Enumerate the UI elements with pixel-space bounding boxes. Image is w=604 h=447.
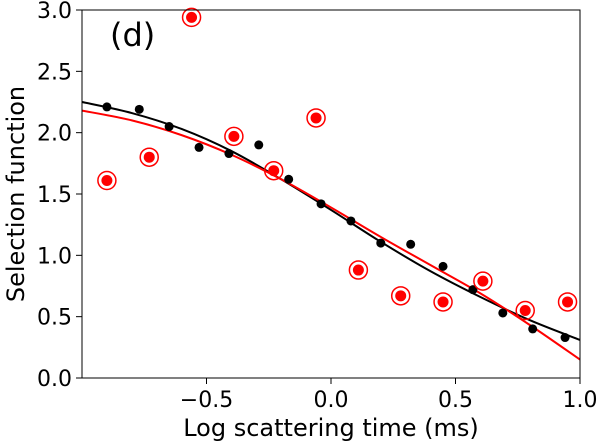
black-point [438, 261, 448, 271]
red-point [228, 130, 240, 142]
red-point [268, 165, 280, 177]
x-axis-label: Log scattering time (ms) [183, 414, 479, 442]
red-point-ring [224, 126, 244, 147]
red-point-ring [473, 271, 493, 291]
black-point [194, 142, 204, 152]
black-point [346, 216, 356, 226]
red-point-ring [557, 292, 578, 312]
y-tick-label: 0.0 [37, 367, 72, 392]
red-point-ring [139, 147, 159, 167]
red-point [310, 112, 322, 124]
data-points [97, 7, 578, 343]
red-point [101, 175, 113, 187]
y-tick-label: 2.5 [37, 60, 72, 85]
red-point-ring [181, 7, 202, 28]
x-tick-label: 1.0 [563, 388, 598, 413]
y-tick-label: 2.0 [37, 122, 72, 147]
black-point [102, 102, 112, 112]
red-point-ring [515, 300, 535, 321]
red-point [186, 11, 198, 23]
black-point [224, 149, 234, 159]
red-point [395, 290, 407, 302]
y-axis-label: Selection function [2, 86, 30, 302]
black-point [498, 308, 508, 318]
red-point [437, 296, 449, 308]
red-point-ring [263, 160, 284, 181]
y-tick-label: 0.5 [37, 306, 72, 331]
red-point [352, 264, 364, 276]
black-point [164, 122, 174, 132]
red-point [143, 151, 155, 163]
black-point [560, 333, 570, 343]
red-point [519, 305, 531, 317]
red-point-ring [390, 286, 411, 306]
y-tick-label: 3.0 [37, 0, 72, 24]
red-point-ring [306, 108, 326, 128]
x-tick-label: 0.5 [438, 388, 473, 413]
black-point [254, 140, 264, 150]
axis-ticks: −0.5 0.0 0.5 1.0 0.0 0.5 1.0 1.5 2.0 2.5 3.0 [37, 0, 598, 413]
black-point [316, 199, 326, 209]
black-point [468, 285, 478, 295]
red-point-ring [348, 260, 369, 280]
x-tick-label: −0.5 [180, 388, 233, 413]
red-point-ring [433, 292, 453, 312]
x-tick-label: 0.0 [314, 388, 349, 413]
plot-frame [81, 9, 581, 379]
red-point-ring [97, 170, 117, 191]
black-fit-line [82, 101, 580, 341]
black-point [376, 238, 386, 248]
red-point [562, 296, 574, 308]
fit-lines [82, 101, 580, 361]
black-point [284, 174, 294, 184]
panel-label: (d) [110, 16, 155, 54]
red-fit-line [82, 109, 580, 361]
black-point [134, 104, 144, 114]
y-tick-label: 1.5 [37, 183, 72, 208]
red-point [477, 275, 489, 287]
black-point [528, 324, 538, 334]
black-point [406, 239, 416, 249]
y-tick-label: 1.0 [37, 244, 72, 269]
